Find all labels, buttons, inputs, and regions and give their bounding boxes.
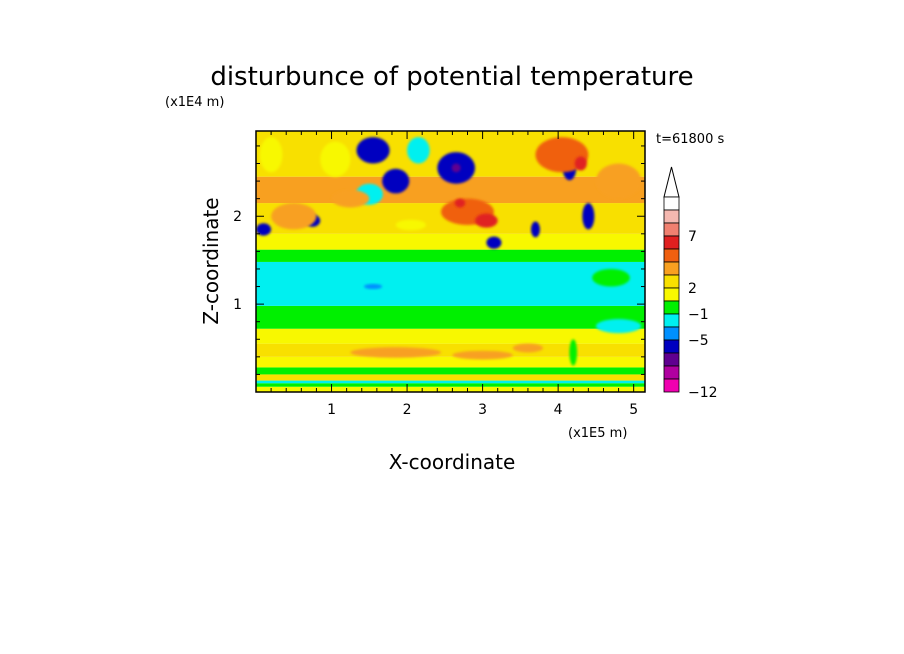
colorbar-swatch bbox=[663, 300, 680, 315]
field-band bbox=[256, 367, 645, 375]
field-contour-blob bbox=[486, 236, 502, 249]
x-tick-label: 5 bbox=[629, 402, 638, 418]
colorbar-swatch bbox=[663, 235, 680, 250]
colorbar-swatch bbox=[663, 313, 680, 328]
field-contour-blob bbox=[454, 198, 466, 208]
field-contour-blob bbox=[475, 213, 498, 228]
field-contour-blob bbox=[331, 189, 370, 208]
field-contour-blob bbox=[582, 203, 595, 230]
field-contour-blob bbox=[530, 221, 541, 238]
field-contour-blob bbox=[451, 163, 461, 173]
field-contour-blob bbox=[320, 141, 351, 177]
field-band bbox=[256, 386, 645, 392]
colorbar-level-label: −1 bbox=[688, 307, 709, 323]
heatmap-field bbox=[256, 131, 645, 392]
field-contour-blob bbox=[382, 168, 410, 194]
field-contour-blob bbox=[350, 347, 442, 358]
y-axis-label: Z-coordinate bbox=[199, 197, 223, 324]
field-contour-blob bbox=[574, 156, 587, 171]
axis-ticks: 1 2 3 4 5 1 2 bbox=[233, 131, 645, 418]
field-contour-blob bbox=[595, 319, 642, 334]
field-band bbox=[256, 261, 645, 306]
x-tick-label: 1 bbox=[327, 402, 336, 418]
field-band bbox=[256, 383, 645, 387]
field-contour-blob bbox=[395, 219, 426, 231]
x-tick-label: 3 bbox=[478, 402, 487, 418]
field-contour-blob bbox=[512, 343, 544, 353]
colorbar-swatch bbox=[663, 209, 680, 224]
colorbar-level-label: 2 bbox=[688, 281, 697, 297]
y-tick-label: 2 bbox=[233, 209, 242, 225]
colorbar-swatch bbox=[663, 222, 680, 237]
y-tick-label: 1 bbox=[233, 297, 242, 313]
colorbar-swatch bbox=[663, 274, 680, 289]
field-band bbox=[256, 380, 645, 384]
field-contour-blob bbox=[569, 339, 578, 366]
field-band bbox=[256, 305, 645, 329]
x-unit-label: (x1E5 m) bbox=[568, 426, 627, 441]
field-contour-blob bbox=[356, 137, 390, 164]
colorbar-swatch bbox=[663, 339, 680, 354]
colorbar-swatch bbox=[663, 365, 680, 380]
field-contour-blob bbox=[364, 283, 383, 290]
field-contour-blob bbox=[592, 268, 630, 287]
colorbar-extend-arrow bbox=[663, 166, 680, 198]
colorbar-level-label: 7 bbox=[688, 229, 697, 245]
field-contour-blob bbox=[595, 163, 642, 199]
plot-frame bbox=[255, 130, 646, 393]
time-label: t=61800 s bbox=[656, 132, 724, 147]
field-contour-blob bbox=[407, 137, 430, 164]
field-band bbox=[256, 233, 645, 250]
chart-title: disturbunce of potential temperature bbox=[210, 62, 693, 92]
colorbar-swatch bbox=[663, 287, 680, 302]
colorbar: 7 2 −1 −5 −12 bbox=[663, 166, 718, 401]
colorbar-level-label: −12 bbox=[688, 385, 718, 401]
colorbar-level-label: −5 bbox=[688, 333, 709, 349]
colorbar-swatch bbox=[663, 261, 680, 276]
x-tick-label: 4 bbox=[554, 402, 563, 418]
colorbar-swatch bbox=[663, 248, 680, 263]
field-contour-blob bbox=[452, 350, 513, 360]
colorbar-swatch bbox=[663, 352, 680, 367]
field-band bbox=[256, 374, 645, 381]
field-contour-blob bbox=[259, 137, 283, 173]
field-contour-blob bbox=[271, 203, 317, 230]
colorbar-swatch bbox=[663, 196, 680, 211]
field-band bbox=[256, 356, 645, 368]
colorbar-swatch bbox=[663, 378, 680, 393]
field-band bbox=[256, 328, 645, 344]
colorbar-swatch bbox=[663, 326, 680, 341]
y-unit-label: (x1E4 m) bbox=[165, 95, 224, 110]
field-band bbox=[256, 249, 645, 262]
field-band bbox=[256, 343, 645, 357]
field-contour-blob bbox=[256, 223, 272, 236]
x-tick-label: 2 bbox=[403, 402, 412, 418]
x-axis-label: X-coordinate bbox=[389, 450, 516, 474]
